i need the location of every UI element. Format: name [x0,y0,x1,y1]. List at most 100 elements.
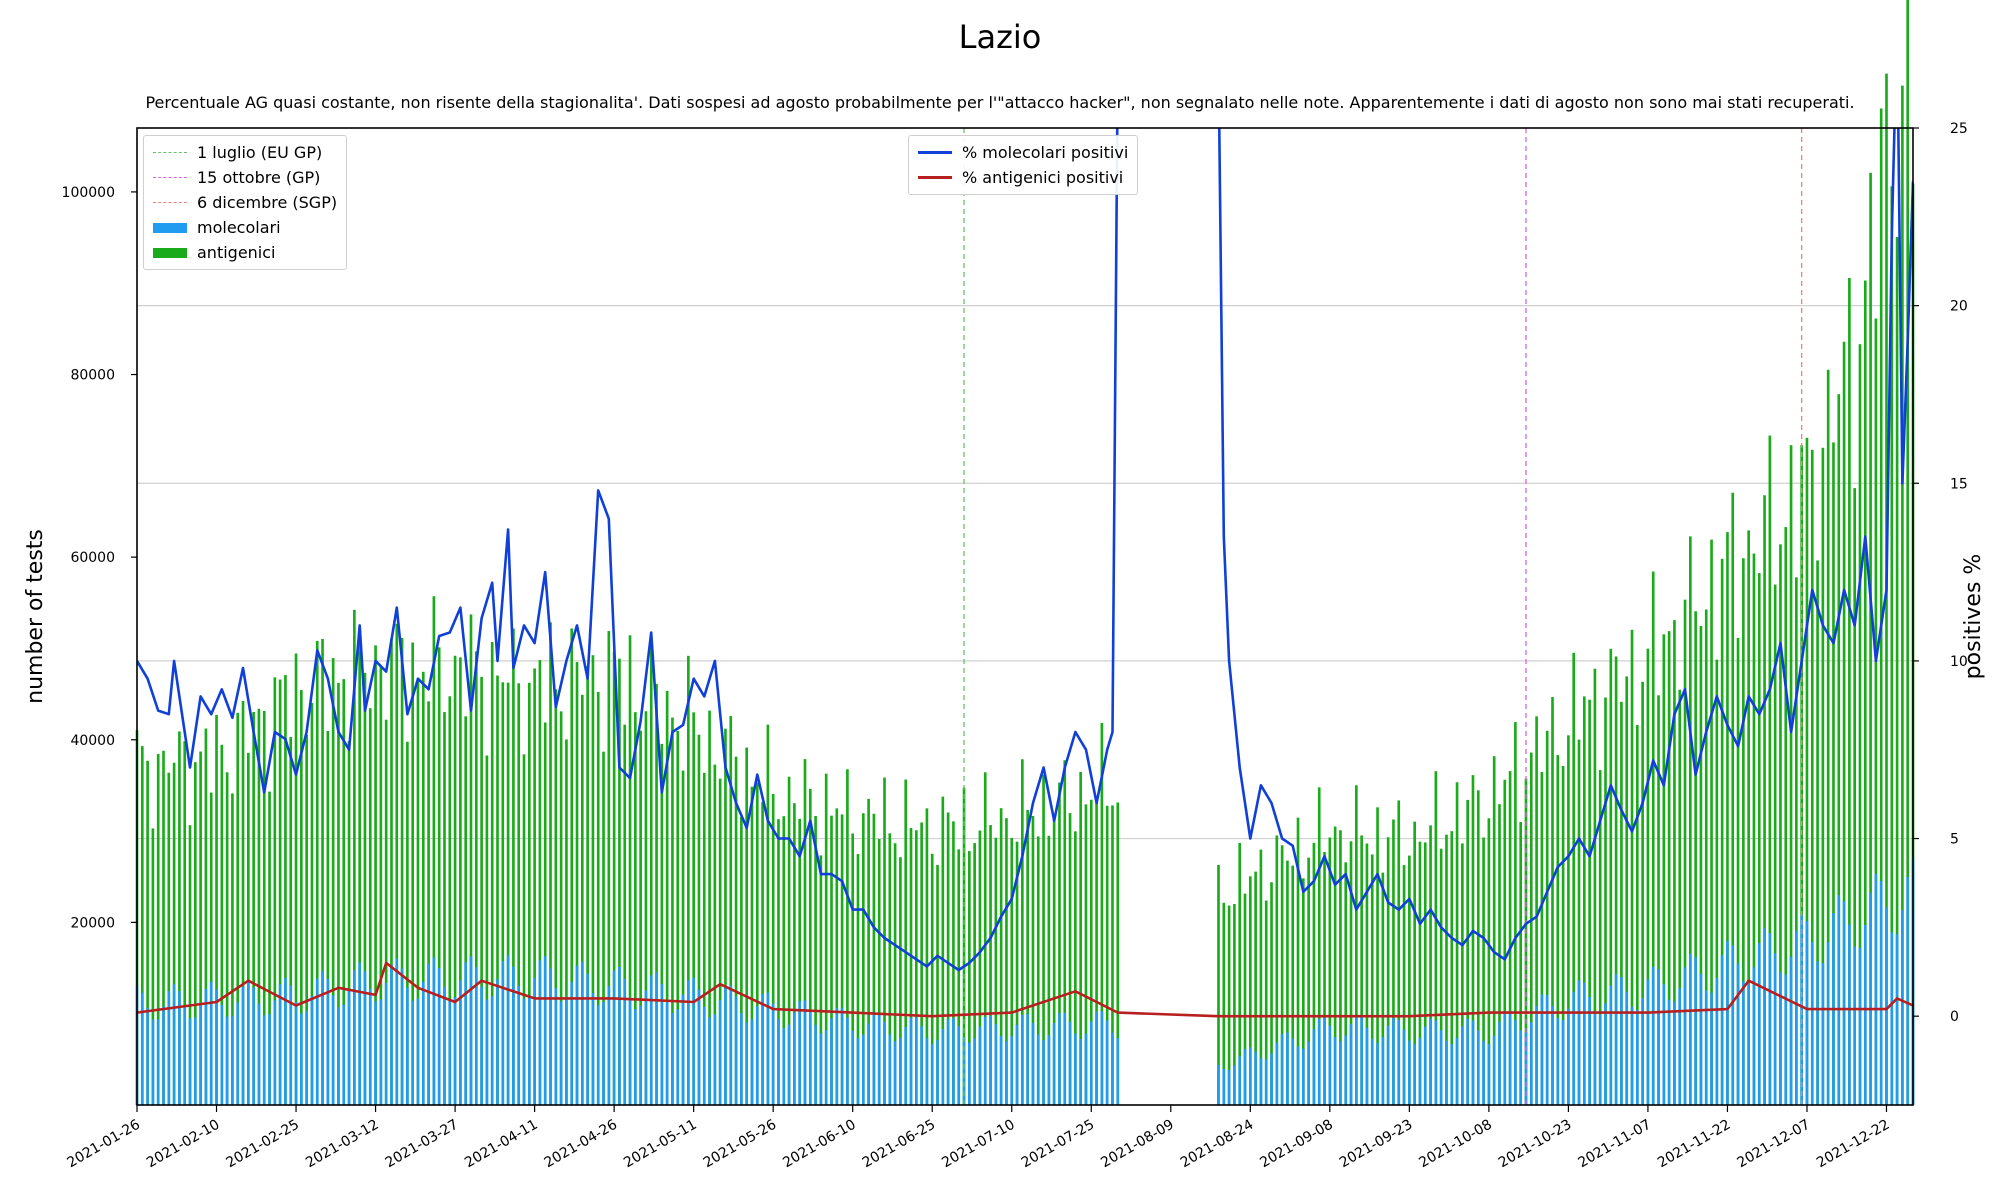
bar-molecolari [787,1024,791,1105]
bar-molecolari [724,987,727,1105]
bar-antigenici [1423,842,1427,1105]
bar-antigenici [846,769,849,1105]
bar-molecolari [337,1007,340,1105]
bar-antigenici [1620,701,1623,1105]
bar-molecolari [1906,876,1910,1105]
bar-molecolari [199,1004,202,1105]
bar-antigenici [1026,809,1029,1105]
bar-molecolari [1726,941,1729,1105]
bar-molecolari [1588,996,1591,1105]
bar-antigenici [278,679,282,1105]
bar-molecolari [1673,1002,1676,1105]
bar-molecolari [941,1028,945,1105]
bar-antigenici [581,694,584,1105]
bar-antigenici [315,640,319,1105]
bar-antigenici [1757,573,1761,1105]
bar-antigenici [1270,882,1273,1105]
bar-molecolari [167,991,171,1105]
bar-molecolari [1455,1037,1459,1105]
legend-swatch [153,247,187,258]
bar-molecolari [1227,1069,1231,1105]
bar-molecolari [225,1016,229,1105]
bar-antigenici [649,640,653,1105]
bar-antigenici [1906,0,1910,1106]
bar-antigenici [1254,871,1257,1105]
bar-antigenici [1376,807,1379,1105]
bar-molecolari [310,996,314,1105]
bar-antigenici [522,754,526,1105]
bar-antigenici [1519,822,1523,1105]
bar-antigenici [268,791,271,1105]
bar-antigenici [1848,277,1851,1106]
bar-antigenici [1768,435,1772,1105]
bar-antigenici [1217,864,1220,1105]
bar-antigenici [1869,172,1872,1106]
bar-antigenici [1386,837,1390,1105]
bar-antigenici [1657,695,1660,1105]
bar-antigenici [957,849,961,1105]
bar-molecolari [708,1017,711,1105]
bar-antigenici [252,712,255,1105]
bar-molecolari [1742,981,1745,1105]
bar-molecolari [1302,1048,1305,1105]
bar-antigenici [925,808,929,1105]
bar-antigenici [188,825,192,1105]
bar-antigenici [368,708,372,1105]
y-axis-label-right: positives % [1961,554,1986,680]
bar-antigenici [1731,492,1735,1105]
bar-antigenici [140,746,144,1105]
bar-molecolari [628,997,632,1105]
x-tick-label: 2021-10-23 [1496,1117,1574,1172]
bar-antigenici [1742,558,1745,1105]
bar-molecolari [909,1017,913,1105]
bar-antigenici [1832,442,1835,1106]
bar-antigenici [607,631,611,1105]
bar-molecolari [1736,963,1740,1105]
bar-molecolari [1005,1041,1008,1105]
bar-molecolari [1784,974,1788,1105]
bar-antigenici [289,736,293,1105]
bar-molecolari [851,1031,855,1105]
bar-molecolari [777,1019,780,1105]
bar-antigenici [1471,775,1475,1105]
chart-subtitle: Percentuale AG quasi costante, non risen… [145,93,1855,112]
bar-antigenici [400,637,404,1105]
bar-molecolari [692,977,695,1105]
bar-antigenici [1635,724,1639,1105]
bar-molecolari [231,1015,234,1105]
bar-molecolari [1747,983,1750,1105]
legend-label: 15 ottobre (GP) [197,168,321,187]
bar-molecolari [1662,984,1666,1105]
bar-antigenici [459,657,462,1105]
bar-molecolari [957,1026,961,1105]
bar-molecolari [512,966,515,1105]
bar-molecolari [1339,1041,1342,1105]
bar-antigenici [973,843,976,1105]
bar-molecolari [220,1004,224,1105]
bar-antigenici [1408,855,1411,1105]
bar-molecolari [1635,1009,1639,1105]
bar-molecolari [962,1037,966,1105]
bar-antigenici [1063,760,1067,1105]
bar-molecolari [1519,1030,1523,1105]
bar-molecolari [1222,1069,1226,1105]
y-tick-label-left: 60000 [70,550,115,566]
bar-molecolari [1296,1046,1300,1105]
bar-antigenici [379,667,383,1105]
bar-antigenici [1312,842,1316,1105]
bar-molecolari [893,1041,897,1105]
bar-antigenici [1582,696,1586,1105]
bar-antigenici [432,596,436,1105]
bar-antigenici [1879,108,1883,1105]
bar-molecolari [1678,988,1682,1105]
bar-molecolari [1259,1057,1263,1105]
bar-antigenici [1492,756,1496,1105]
bar-molecolari [936,1039,939,1105]
bar-molecolari [1036,1034,1040,1105]
bar-antigenici [527,682,531,1105]
bar-molecolari [581,961,584,1105]
bar-molecolari [1704,990,1708,1105]
bar-antigenici [549,622,552,1105]
bar-molecolari [660,984,664,1105]
bar-antigenici [1402,865,1406,1105]
